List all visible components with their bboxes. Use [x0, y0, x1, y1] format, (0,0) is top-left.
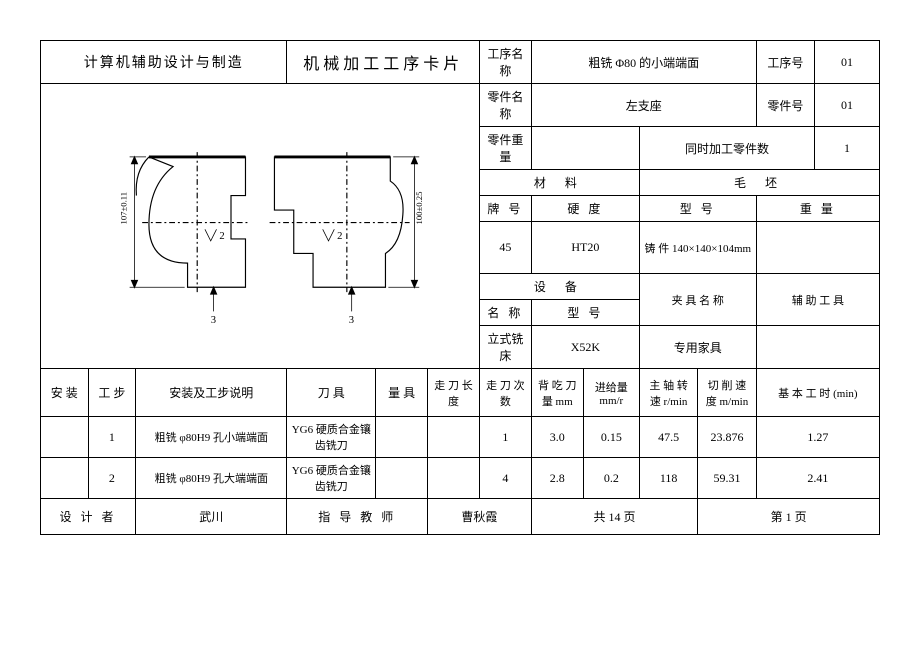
designer-label: 设 计 者: [41, 499, 136, 535]
left-title: 计算机辅助设计与制造: [41, 41, 287, 84]
equip-label: 设 备: [479, 274, 639, 300]
cell-feed: 0.15: [583, 417, 639, 458]
grade-label: 牌 号: [479, 196, 531, 222]
cell-tool: YG6 硬质合金镶齿铣刀: [287, 458, 376, 499]
material-label: 材 料: [479, 170, 639, 196]
col-feed: 进给量 mm/r: [583, 369, 639, 417]
proc-name-label: 工序名称: [479, 41, 531, 84]
col-passes: 走 刀 次 数: [479, 369, 531, 417]
part-name: 左支座: [531, 84, 756, 127]
proc-name: 粗铣 Φ80 的小端端面: [531, 41, 756, 84]
col-desc: 安装及工步说明: [136, 369, 287, 417]
table-row: 2 粗铣 φ80H9 孔大端端面 YG6 硬质合金镶齿铣刀 4 2.8 0.2 …: [41, 458, 880, 499]
type-label: 型 号: [639, 196, 756, 222]
dim-right: 100±0.25: [414, 191, 424, 224]
col-gauge: 量 具: [376, 369, 428, 417]
cell-spindle: 47.5: [639, 417, 697, 458]
cell-install: [41, 417, 89, 458]
col-tool: 刀 具: [287, 369, 376, 417]
drawing-area: 107±0.11 2 3: [41, 84, 480, 369]
mark-3b: 3: [349, 314, 354, 325]
aux-label: 辅 助 工 具: [756, 274, 879, 326]
col-spindle: 主 轴 转 速 r/min: [639, 369, 697, 417]
sim-parts: 1: [815, 127, 880, 170]
cell-desc: 粗铣 φ80H9 孔小端端面: [136, 417, 287, 458]
cell-spindle: 118: [639, 458, 697, 499]
cell-depth: 3.0: [531, 417, 583, 458]
mark-2b: 2: [337, 230, 342, 241]
cell-travel: [428, 458, 480, 499]
fixture-label: 夹 具 名 称: [639, 274, 756, 326]
proc-no-label: 工序号: [756, 41, 814, 84]
grade: 45: [479, 222, 531, 274]
col-depth: 背 吃 刀 量 mm: [531, 369, 583, 417]
type: 铸 件 140×140×104mm: [639, 222, 756, 274]
cell-basetime: 2.41: [756, 458, 879, 499]
total-pages: 共 14 页: [531, 499, 697, 535]
equip-model-label: 型 号: [531, 300, 639, 326]
hardness-label: 硬 度: [531, 196, 639, 222]
cell-passes: 1: [479, 417, 531, 458]
cell-tool: YG6 硬质合金镶齿铣刀: [287, 417, 376, 458]
weight: [756, 222, 879, 274]
cell-step: 2: [88, 458, 136, 499]
mark-2a: 2: [219, 230, 224, 241]
cell-depth: 2.8: [531, 458, 583, 499]
part-weight-label: 零件重量: [479, 127, 531, 170]
blank-label: 毛 坯: [639, 170, 879, 196]
cell-step: 1: [88, 417, 136, 458]
mark-3a: 3: [211, 314, 216, 325]
main-title: 机械加工工序卡片: [287, 41, 479, 84]
part-no: 01: [815, 84, 880, 127]
col-install: 安 装: [41, 369, 89, 417]
cell-cutspeed: 23.876: [698, 417, 756, 458]
cell-gauge: [376, 417, 428, 458]
dim-left: 107±0.11: [119, 191, 129, 224]
equip-name-label: 名 称: [479, 300, 531, 326]
cell-cutspeed: 59.31: [698, 458, 756, 499]
advisor: 曹秋霞: [428, 499, 532, 535]
col-step: 工 步: [88, 369, 136, 417]
part-weight: [531, 127, 639, 170]
cell-passes: 4: [479, 458, 531, 499]
advisor-label: 指 导 教 师: [287, 499, 428, 535]
process-card: 计算机辅助设计与制造 机械加工工序卡片 工序名称 粗铣 Φ80 的小端端面 工序…: [40, 40, 880, 535]
equip-name: 立式铣床: [479, 326, 531, 369]
fixture: 专用家具: [639, 326, 756, 369]
proc-no: 01: [815, 41, 880, 84]
designer: 武川: [136, 499, 287, 535]
col-basetime: 基 本 工 时 (min): [756, 369, 879, 417]
cell-install: [41, 458, 89, 499]
sim-parts-label: 同时加工零件数: [639, 127, 814, 170]
col-cutspeed: 切 削 速 度 m/min: [698, 369, 756, 417]
cell-travel: [428, 417, 480, 458]
cell-desc: 粗铣 φ80H9 孔大端端面: [136, 458, 287, 499]
part-no-label: 零件号: [756, 84, 814, 127]
cell-basetime: 1.27: [756, 417, 879, 458]
page-no: 第 1 页: [698, 499, 880, 535]
hardness: HT20: [531, 222, 639, 274]
aux: [756, 326, 879, 369]
table-row: 1 粗铣 φ80H9 孔小端端面 YG6 硬质合金镶齿铣刀 1 3.0 0.15…: [41, 417, 880, 458]
col-travel: 走 刀 长 度: [428, 369, 480, 417]
cell-gauge: [376, 458, 428, 499]
equip-model: X52K: [531, 326, 639, 369]
drawing-svg: 107±0.11 2 3: [44, 99, 476, 350]
weight-label: 重 量: [756, 196, 879, 222]
cell-feed: 0.2: [583, 458, 639, 499]
part-name-label: 零件名称: [479, 84, 531, 127]
